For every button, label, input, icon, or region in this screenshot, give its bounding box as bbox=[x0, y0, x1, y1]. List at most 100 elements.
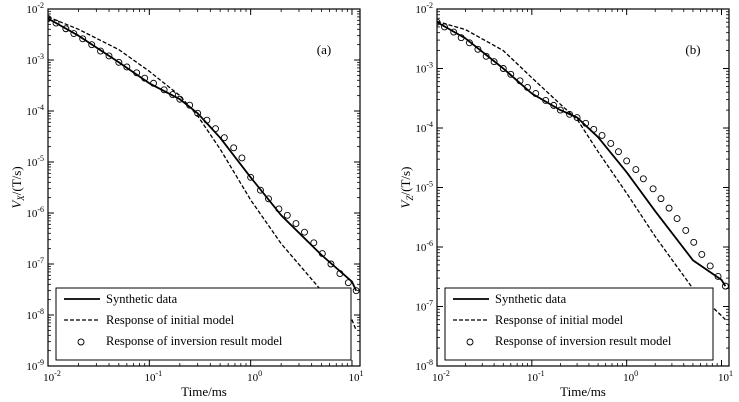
y-tick-label: 10-4 bbox=[26, 103, 44, 118]
data-point bbox=[203, 116, 211, 124]
x-tick-label: 101 bbox=[718, 369, 733, 384]
data-point bbox=[573, 114, 581, 121]
data-point bbox=[318, 250, 326, 258]
y-tick: 10-3 bbox=[26, 52, 360, 67]
data-point bbox=[62, 25, 70, 33]
legend-marker bbox=[466, 338, 474, 346]
data-point bbox=[186, 101, 194, 109]
data-point bbox=[714, 272, 722, 280]
data-point bbox=[230, 144, 238, 152]
data-point bbox=[344, 279, 352, 287]
data-point bbox=[673, 215, 681, 223]
data-point bbox=[550, 101, 558, 109]
data-point bbox=[238, 154, 246, 162]
legend-entry: Synthetic data bbox=[453, 292, 567, 306]
data-point bbox=[105, 52, 113, 60]
data-point bbox=[97, 47, 104, 55]
series-inversion-markers bbox=[48, 15, 360, 295]
data-point bbox=[141, 74, 149, 82]
x-tick-label: 100 bbox=[623, 369, 638, 384]
y-tick-label: 10-4 bbox=[415, 120, 433, 135]
data-point bbox=[336, 270, 344, 277]
series-synthetic-line bbox=[48, 17, 358, 292]
data-point bbox=[70, 30, 78, 38]
data-point bbox=[327, 260, 335, 268]
plot-frame bbox=[47, 8, 361, 367]
x-tick: 100 bbox=[623, 9, 638, 384]
legend-marker bbox=[77, 338, 85, 346]
data-point bbox=[507, 70, 515, 78]
x-tick-label: 10-1 bbox=[144, 369, 162, 384]
data-point bbox=[657, 195, 665, 203]
x-tick: 101 bbox=[718, 9, 733, 384]
data-point bbox=[682, 226, 690, 234]
data-point bbox=[257, 186, 264, 194]
data-point bbox=[721, 282, 729, 290]
data-point bbox=[265, 195, 272, 203]
series-synthetic-line bbox=[437, 21, 727, 287]
x-tick-label: 10-1 bbox=[527, 369, 545, 384]
y-tick-label: 10-7 bbox=[26, 256, 44, 271]
legend-label: Response of initial model bbox=[106, 313, 235, 327]
y-tick: 10-6 bbox=[26, 205, 360, 220]
x-tick-label: 10-2 bbox=[43, 369, 61, 384]
data-point bbox=[352, 287, 360, 295]
y-tick: 10-6 bbox=[415, 239, 729, 254]
data-point bbox=[283, 211, 291, 219]
series-group bbox=[48, 15, 360, 331]
data-point bbox=[133, 69, 141, 77]
legend-entry: Response of initial model bbox=[453, 313, 624, 327]
y-tick-label: 10-7 bbox=[415, 299, 433, 314]
x-tick: 100 bbox=[247, 9, 262, 384]
data-point bbox=[212, 125, 219, 133]
series-inversion-markers bbox=[437, 18, 729, 290]
data-point bbox=[542, 97, 550, 104]
data-point bbox=[474, 45, 482, 53]
y-tick-label: 10-6 bbox=[26, 205, 44, 220]
legend-entry: Response of initial model bbox=[64, 313, 235, 327]
x-axis-label: Time/ms bbox=[181, 384, 227, 399]
data-point bbox=[499, 65, 507, 72]
y-tick-label: 10-3 bbox=[26, 52, 44, 67]
data-point bbox=[706, 262, 714, 270]
x-tick: 101 bbox=[348, 9, 363, 384]
y-tick: 10-7 bbox=[26, 256, 360, 271]
data-point bbox=[623, 157, 631, 165]
data-point bbox=[516, 77, 524, 85]
data-point bbox=[115, 58, 123, 66]
data-point bbox=[437, 18, 441, 26]
series-group bbox=[437, 18, 729, 321]
chart-panel-b: 10-2 10-1 100 101 10-8 10-7 10-6 10-5 10-4 10-3 10… bbox=[398, 1, 733, 399]
data-point bbox=[176, 95, 184, 103]
data-point bbox=[490, 58, 498, 66]
legend-label: Response of initial model bbox=[495, 313, 624, 327]
y-tick: 10-3 bbox=[415, 61, 729, 76]
data-point bbox=[292, 220, 300, 228]
panel-label: (b) bbox=[685, 42, 700, 57]
legend: Synthetic data Response of initial model R… bbox=[55, 287, 352, 361]
y-tick-label: 10-2 bbox=[415, 1, 433, 16]
y-tick: 10-4 bbox=[415, 120, 729, 135]
y-axis-label: VZ/(T/s) bbox=[398, 167, 415, 209]
y-tick-label: 10-9 bbox=[26, 358, 44, 373]
data-point bbox=[194, 109, 202, 117]
data-point bbox=[79, 35, 87, 43]
y-tick: 10-5 bbox=[26, 154, 360, 169]
data-point bbox=[556, 106, 564, 114]
data-point bbox=[615, 148, 622, 156]
y-tick-label: 10-3 bbox=[415, 61, 433, 76]
legend-label: Synthetic data bbox=[106, 292, 178, 306]
y-tick-label: 10-6 bbox=[415, 239, 433, 254]
legend-entry: Synthetic data bbox=[64, 292, 178, 306]
data-point bbox=[310, 239, 318, 247]
legend-label: Response of inversion result model bbox=[495, 334, 672, 348]
x-tick: 10-1 bbox=[527, 9, 545, 384]
chart-panel-a: 10-2 10-1 100 101 10-9 10-8 10-7 10-6 10-5 10-4 10… bbox=[9, 1, 363, 399]
data-point bbox=[698, 250, 706, 258]
legend-entry: Response of inversion result model bbox=[77, 334, 283, 348]
data-point bbox=[247, 173, 255, 181]
y-tick-label: 10-5 bbox=[26, 154, 44, 169]
series-initial-line bbox=[48, 16, 357, 331]
panel-label: (a) bbox=[317, 42, 331, 57]
y-tick-label: 10-8 bbox=[415, 358, 433, 373]
